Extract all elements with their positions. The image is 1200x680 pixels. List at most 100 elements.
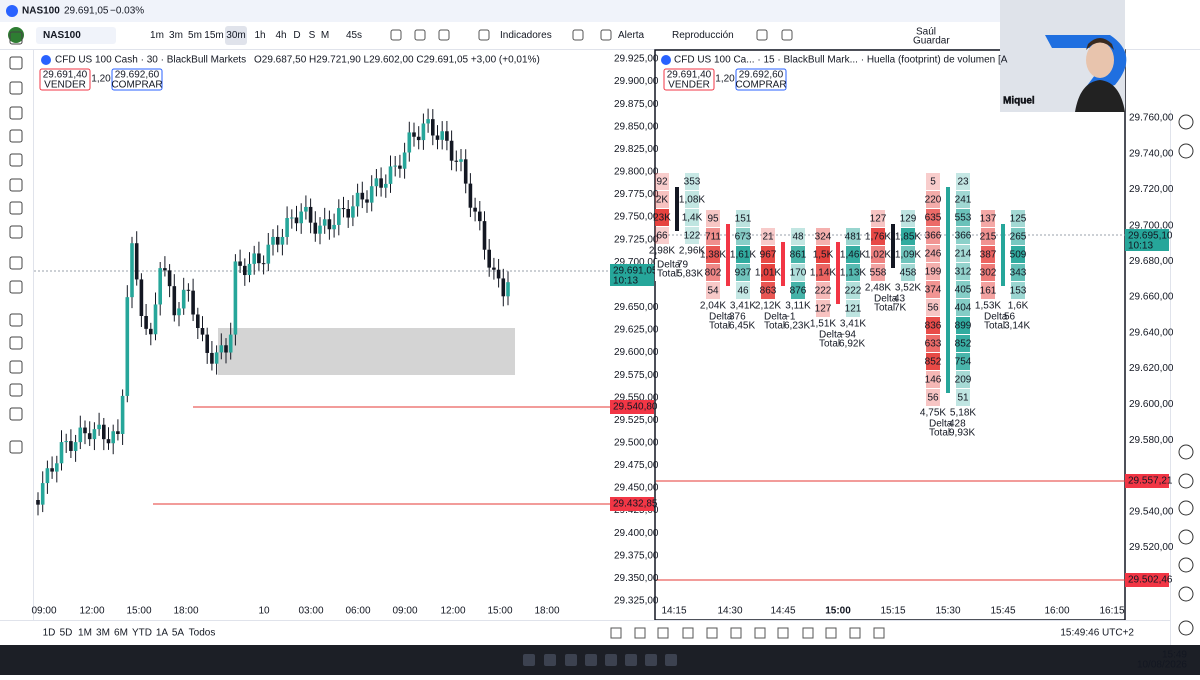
tool-icon[interactable] [9,153,23,167]
footprint-volume: 404 [955,303,972,314]
taskbar-app[interactable] [625,654,637,666]
taskbar-app[interactable] [523,654,535,666]
candle-body [445,131,449,141]
footprint-volume: 54 [707,286,719,297]
sidebar-icon[interactable] [1178,500,1194,516]
ask-total: 3,52K [895,283,921,294]
interval[interactable]: 30m [226,30,245,41]
tool-icon[interactable] [9,336,23,350]
interval[interactable]: S [309,30,316,41]
taskbar-app[interactable] [645,654,657,666]
range-button[interactable]: 5D [60,628,73,639]
taskbar-app[interactable] [665,654,677,666]
tool-icon[interactable] [9,280,23,294]
footprint-volume: 48 [792,232,804,243]
tool-icon[interactable] [9,31,23,45]
footprint-cell [956,209,970,226]
trade-box[interactable] [663,68,715,91]
sidebar-icon[interactable] [1178,620,1194,636]
footprint-cell [791,228,805,245]
sidebar-icon[interactable] [1178,114,1194,130]
range-button[interactable]: 5A [172,628,185,639]
interval[interactable]: 1m [150,30,164,41]
tool-icon[interactable] [9,360,23,374]
tool-icon[interactable] [9,201,23,215]
footprint-volume: 553 [955,213,972,224]
trade-box[interactable] [111,68,163,91]
drawing-tool[interactable] [706,627,718,639]
interval[interactable]: 5m [188,30,202,41]
drawing-tool[interactable] [825,627,837,639]
candle-body [181,289,186,309]
tool-icon[interactable] [9,383,23,397]
sidebar-icon[interactable] [1178,557,1194,573]
sidebar-icon[interactable] [1178,444,1194,460]
drawing-tool[interactable] [730,627,742,639]
tool-icon[interactable] [9,106,23,120]
sidebar-icon[interactable] [1178,529,1194,545]
drawing-tool[interactable] [754,627,766,639]
candle-body [308,206,313,223]
drawing-tool[interactable] [873,627,885,639]
footprint-cell [926,191,940,208]
taskbar-app[interactable] [605,654,617,666]
candle-body [275,236,280,245]
taskbar-app[interactable] [544,654,556,666]
tool-icon[interactable] [9,56,23,70]
trade-side: COMPRAR [111,80,162,91]
drawing-tool[interactable] [634,627,646,639]
range-button[interactable]: 6M [114,628,128,639]
tool-icon[interactable] [9,407,23,421]
drawing-tool[interactable] [849,627,861,639]
tool-icon[interactable] [9,225,23,239]
total-label: Total [874,303,895,314]
interval[interactable]: 4h [275,30,286,41]
indicators-button[interactable]: Indicadores [500,30,552,41]
footprint-volume: 836 [925,321,942,332]
candle-body [186,289,191,291]
interval[interactable]: 45s [346,30,362,41]
interval[interactable]: M [321,30,329,41]
replay-button[interactable]: Reproducción [672,30,734,41]
footprint-volume: 1,76K [865,232,891,243]
tool-icon[interactable] [9,313,23,327]
trade-box[interactable] [39,68,91,91]
range-button[interactable]: 1D [43,628,56,639]
interval[interactable]: 15m [204,30,223,41]
candle-body [257,253,261,264]
tool-icon[interactable] [9,178,23,192]
interval[interactable]: 3m [169,30,183,41]
range-button[interactable]: 1M [78,628,92,639]
interval[interactable]: 1h [254,30,265,41]
sidebar-icon[interactable] [1178,143,1194,159]
symbol-search[interactable]: NAS100 [43,30,81,41]
drawing-tool[interactable] [610,627,622,639]
range-button[interactable]: 3M [96,628,110,639]
footprint-cell [761,282,775,299]
sidebar-icon[interactable] [1178,473,1194,489]
tool-icon[interactable] [9,440,23,454]
tool-icon[interactable] [9,129,23,143]
candle-body [153,304,158,335]
footprint-cell [926,209,940,226]
taskbar-app[interactable] [565,654,577,666]
trade-box[interactable] [735,68,787,91]
drawing-tool[interactable] [777,627,789,639]
range-button[interactable]: 1A [156,628,169,639]
drawing-tool[interactable] [802,627,814,639]
total-value: 6,92K [839,339,865,350]
tool-icon[interactable] [9,81,23,95]
candle-body [172,286,177,316]
drawing-tool[interactable] [682,627,694,639]
tool-icon[interactable] [9,256,23,270]
alert-button[interactable]: Alerta [618,30,645,41]
drawing-tool[interactable] [657,627,669,639]
interval[interactable]: D [293,30,300,41]
taskbar-app[interactable] [585,654,597,666]
sidebar-icon[interactable] [1178,586,1194,602]
range-button[interactable]: YTD [132,628,152,639]
footprint-cell [1011,228,1025,245]
range-button[interactable]: Todos [189,628,216,639]
